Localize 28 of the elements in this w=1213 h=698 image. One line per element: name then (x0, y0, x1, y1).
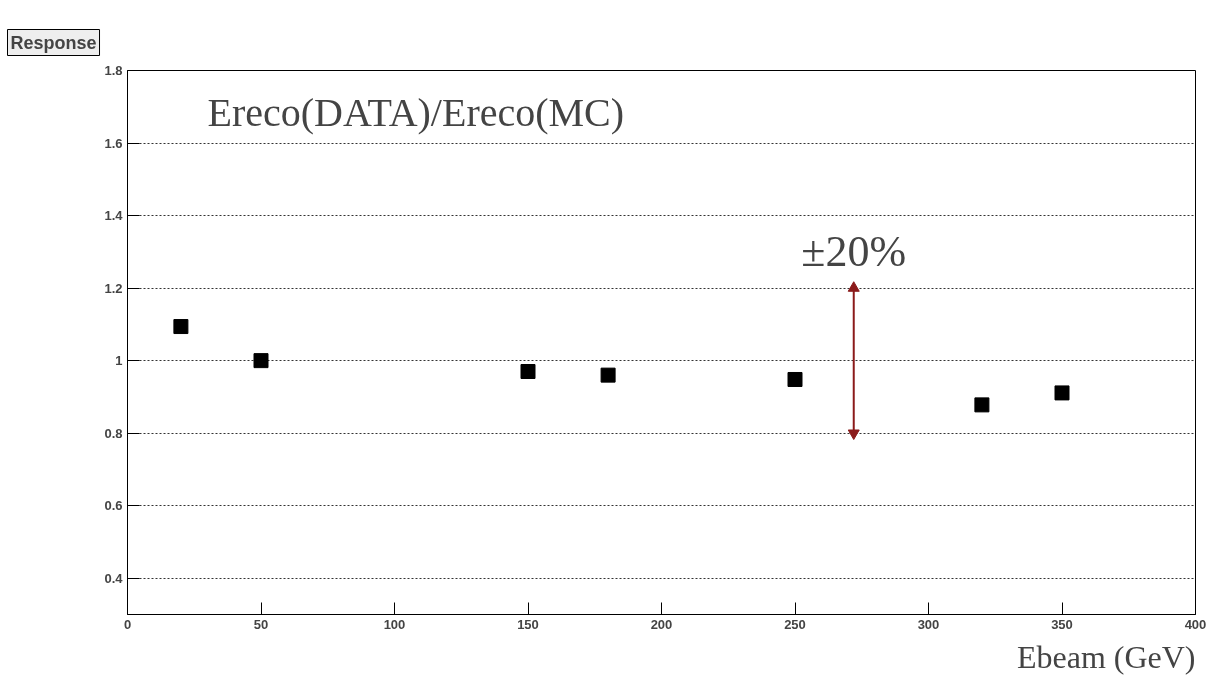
x-tick-label: 150 (517, 616, 539, 632)
point (974, 397, 990, 413)
point (173, 319, 189, 335)
x-tick-label: 200 (650, 616, 673, 632)
point (1054, 385, 1070, 401)
x-tick-label: 350 (1051, 616, 1073, 632)
y-tick-label: 1.8 (104, 63, 123, 78)
y-tick-label: 0.4 (104, 570, 124, 586)
x-tick-label: 300 (917, 616, 940, 632)
annotation: ±20% (801, 227, 907, 277)
x-tick-label: 100 (383, 616, 406, 632)
point (253, 353, 269, 369)
point (520, 364, 536, 380)
annotation: Ereco(DATA)/Ereco(MC) (207, 89, 625, 135)
y-tick-label: 1.6 (104, 135, 123, 151)
y-tick-label: 0.8 (104, 425, 123, 441)
x-axis-title: Ebeam (GeV) (1016, 638, 1196, 675)
x-tick-label: 50 (253, 616, 269, 632)
y-tick-label: 1.2 (104, 280, 123, 296)
chart-title: Response (10, 32, 97, 53)
y-tick-label: 1 (115, 353, 123, 369)
point (600, 367, 616, 383)
y-tick-label: 0.6 (104, 498, 123, 514)
y-tick-label: 1.4 (104, 208, 124, 224)
x-tick-label: 400 (1184, 616, 1207, 632)
x-tick-label: 250 (784, 616, 806, 632)
x-tick-label: 0 (123, 616, 132, 632)
point (787, 371, 803, 387)
